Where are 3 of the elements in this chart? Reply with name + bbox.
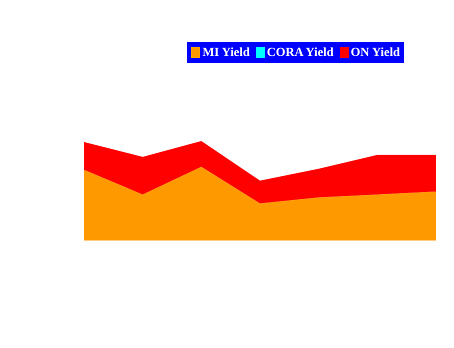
legend-label: CORA Yield — [266, 45, 334, 60]
legend-label: ON Yield — [350, 45, 400, 60]
legend-label: MI Yield — [202, 45, 250, 60]
